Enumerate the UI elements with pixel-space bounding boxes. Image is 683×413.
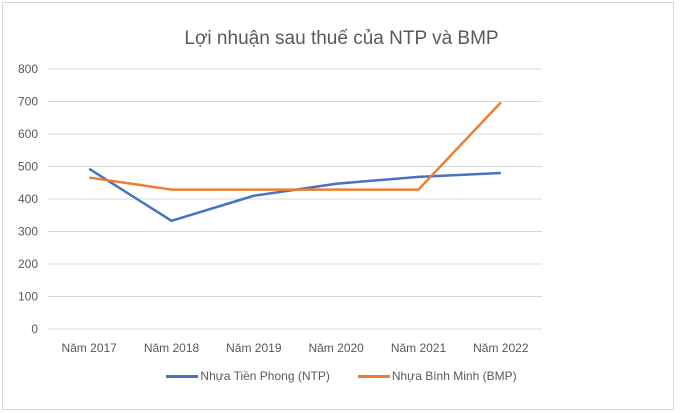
legend-item: Nhựa Bình Minh (BMP): [357, 369, 517, 383]
legend-label: Nhựa Tiền Phong (NTP): [200, 369, 330, 383]
x-tick-label: Năm 2018: [144, 341, 200, 355]
series-line-bmp: [88, 101, 502, 191]
x-tick-label: Năm 2022: [473, 341, 529, 355]
series-line-ntp: [88, 167, 501, 223]
x-tick-label: Năm 2019: [226, 341, 282, 355]
chart-title: Lợi nhuận sau thuế của NTP và BMP: [184, 28, 499, 49]
legend-label: Nhựa Bình Minh (BMP): [391, 369, 517, 383]
y-tick-label: 500: [18, 160, 38, 174]
y-tick-label: 100: [18, 290, 38, 304]
y-tick-label: 300: [18, 225, 38, 239]
y-tick-label: 400: [18, 192, 38, 206]
y-tick-label: 700: [18, 95, 38, 109]
legend: Nhựa Tiền Phong (NTP) Nhựa Bình Minh (BMP…: [0, 369, 683, 383]
legend-swatch: [166, 374, 199, 378]
y-tick-label: 800: [18, 62, 38, 76]
legend-swatch: [357, 374, 390, 378]
legend-item: Nhựa Tiền Phong (NTP): [166, 369, 330, 383]
y-tick-label: 0: [31, 322, 38, 336]
chart-border: [2, 2, 674, 410]
y-tick-label: 200: [18, 257, 38, 271]
x-tick-label: Năm 2020: [308, 341, 364, 355]
x-tick-label: Năm 2021: [391, 341, 447, 355]
y-tick-label: 600: [18, 127, 38, 141]
x-tick-label: Năm 2017: [61, 341, 117, 355]
